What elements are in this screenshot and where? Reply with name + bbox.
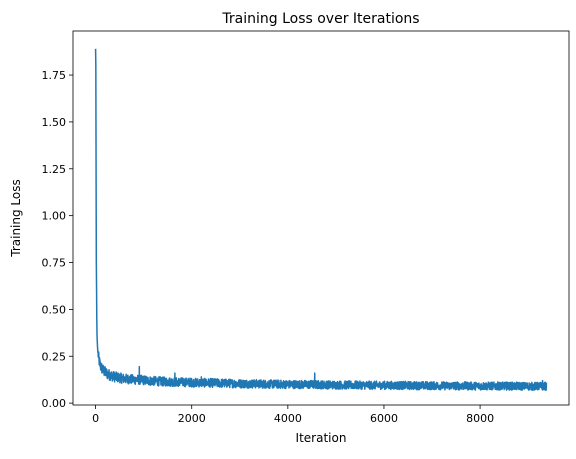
training-loss-line <box>94 48 548 391</box>
x-tick-label: 4000 <box>274 412 302 425</box>
x-tick-label: 0 <box>92 412 99 425</box>
plot-area-frame <box>72 30 570 406</box>
y-axis-label: Training Loss <box>9 179 23 257</box>
y-tick-label: 1.50 <box>42 116 67 129</box>
x-tick-label: 6000 <box>370 412 398 425</box>
x-axis-label: Iteration <box>296 431 347 445</box>
y-tick-label: 1.75 <box>42 69 67 82</box>
y-tick-label: 0.75 <box>42 257 67 270</box>
y-axis-ticks: 0.00 0.25 0.50 0.75 1.00 1.25 1.50 1.75 <box>42 69 73 410</box>
y-tick-label: 0.25 <box>42 350 67 363</box>
x-tick-label: 2000 <box>178 412 206 425</box>
y-tick-label: 0.00 <box>42 397 67 410</box>
y-tick-label: 1.25 <box>42 163 67 176</box>
series-layer <box>94 48 548 391</box>
chart-title: Training Loss over Iterations <box>221 11 419 27</box>
y-tick-label: 0.50 <box>42 303 67 316</box>
x-tick-label: 8000 <box>466 412 494 425</box>
y-tick-label: 1.00 <box>42 210 67 223</box>
x-axis-ticks: 0 2000 4000 6000 8000 <box>92 405 494 425</box>
